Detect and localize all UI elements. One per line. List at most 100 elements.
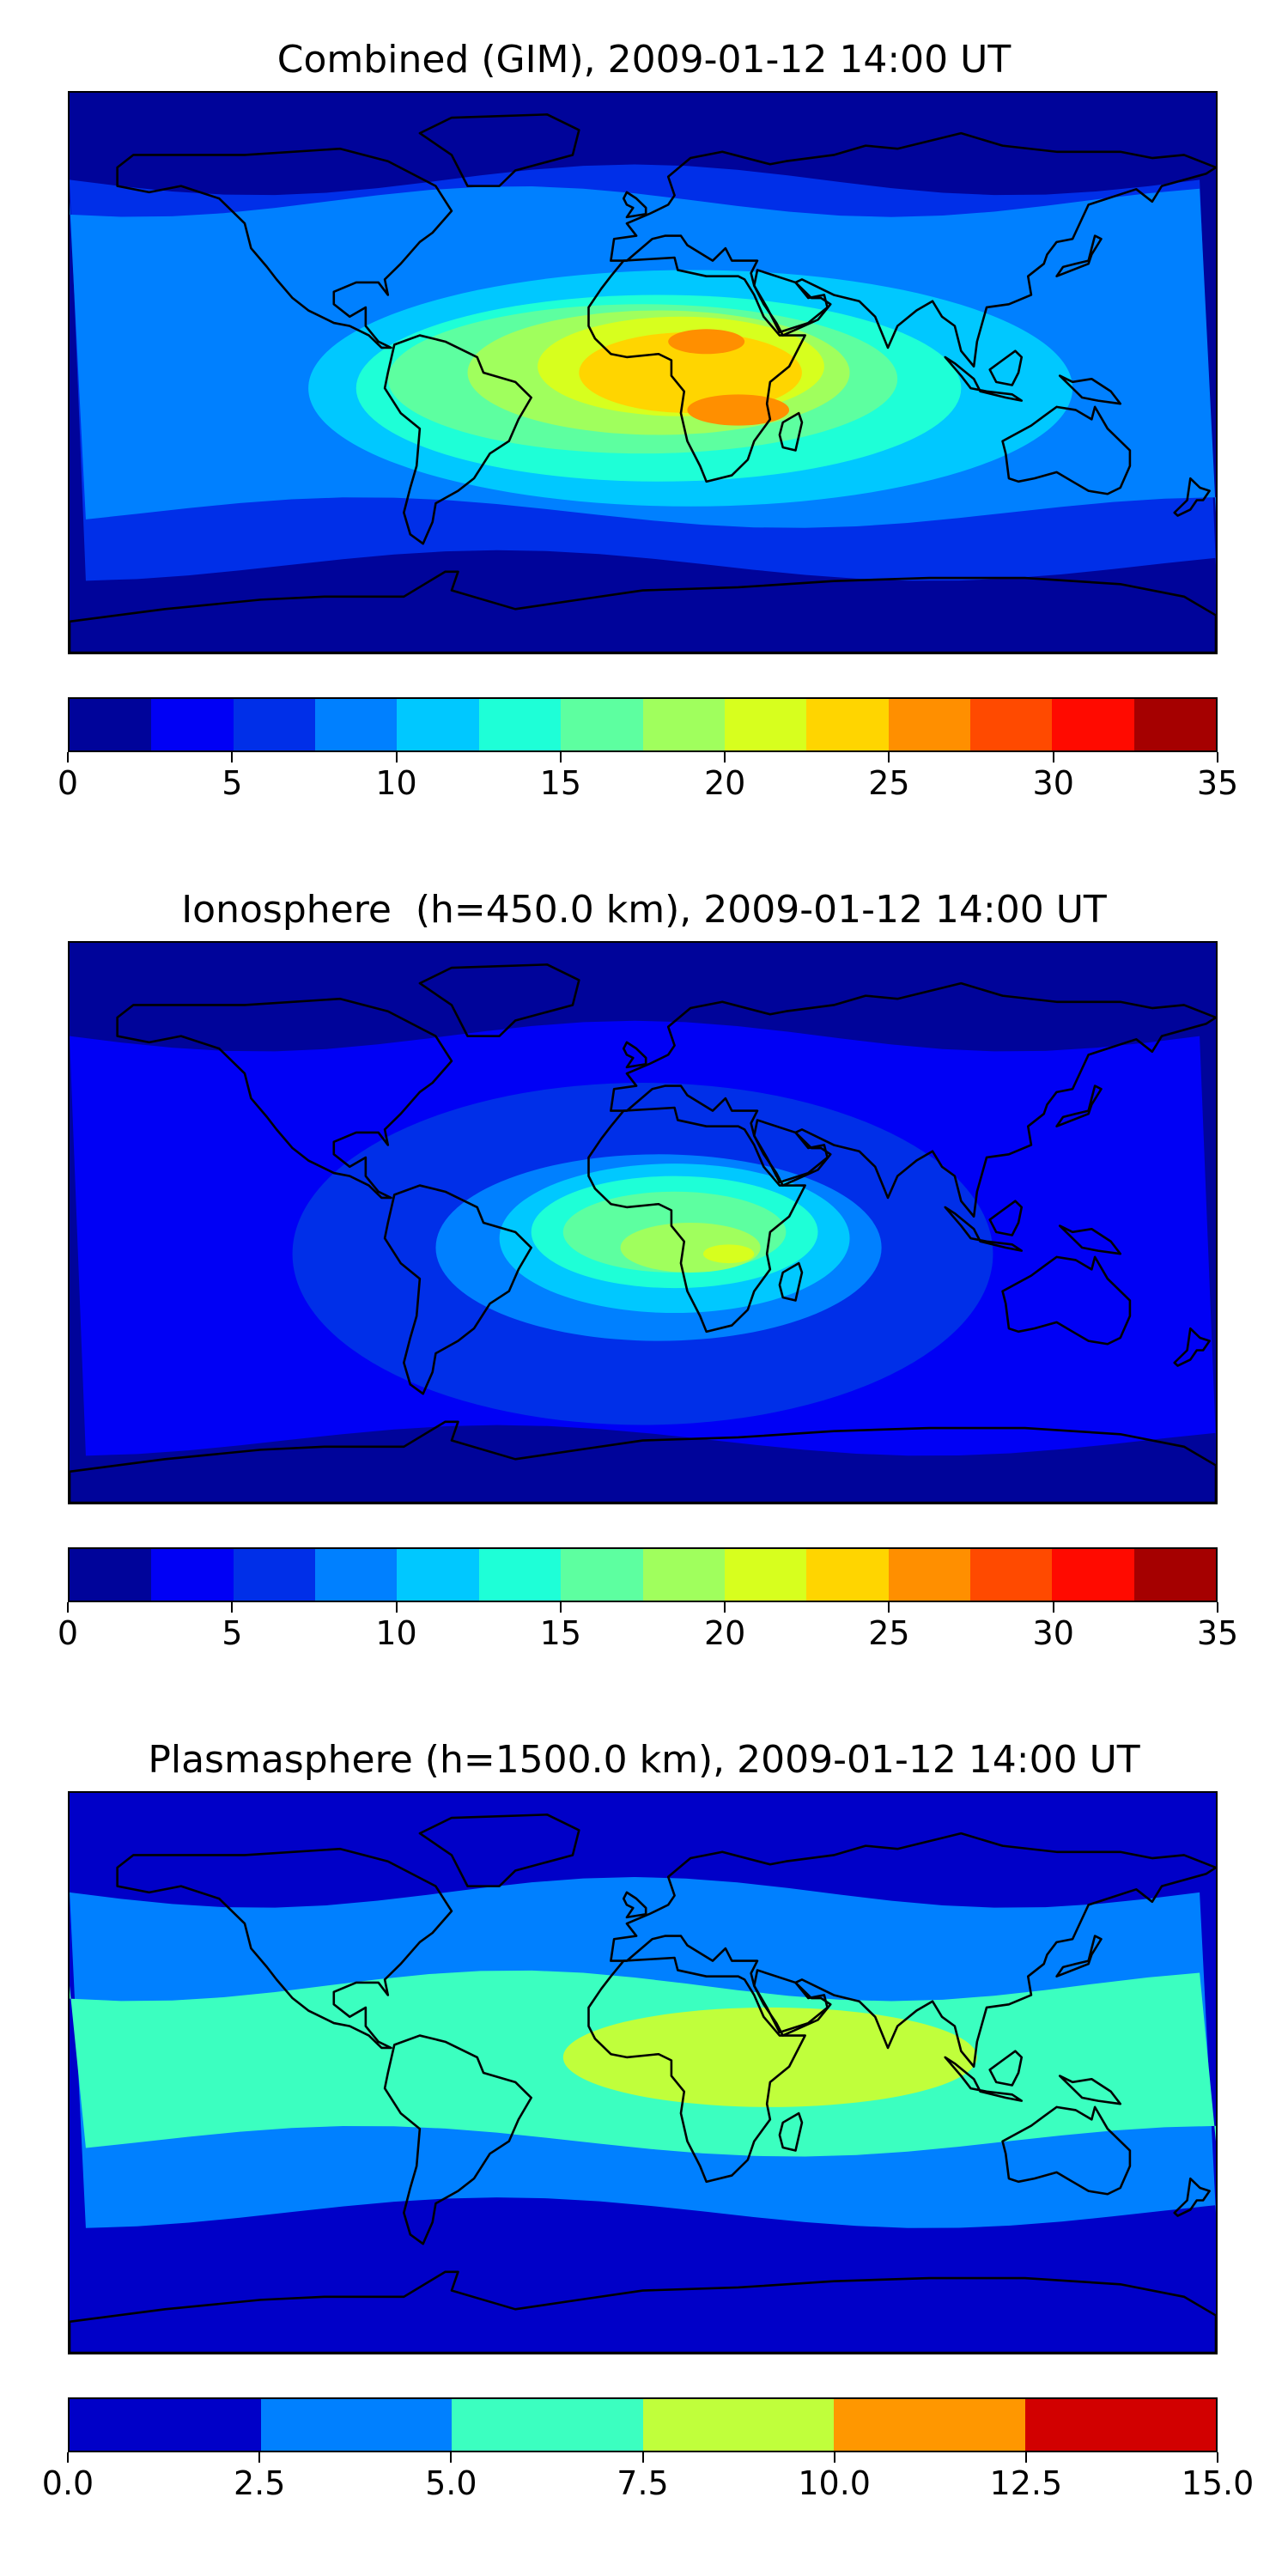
colorbar-tick-label: 7.5	[617, 2464, 669, 2502]
colorbar-segment	[478, 699, 562, 750]
coastline-australia	[1001, 2105, 1132, 2196]
colorbar-tick-mark	[1052, 1602, 1054, 1613]
colorbar-tick-label: 5	[222, 1614, 243, 1652]
coastline-borneo	[988, 2050, 1024, 2087]
colorbar-segment	[724, 699, 807, 750]
colorbar-tick-label: 10	[375, 1614, 417, 1652]
coastline-south-america	[383, 1184, 532, 1395]
coastline-borneo	[988, 1200, 1024, 1236]
colorbar-tick-label: 30	[1032, 764, 1074, 802]
coastline-antarctica	[70, 570, 1216, 653]
colorbar-segment	[642, 1549, 725, 1601]
colorbar-segment	[642, 2399, 834, 2451]
colorbar-segment	[834, 2399, 1025, 2451]
coastline-new-guinea	[1058, 1224, 1122, 1255]
colorbar-segment	[70, 1549, 152, 1601]
colorbar-segment	[806, 1549, 889, 1601]
colorbar-tick-mark	[1024, 2452, 1027, 2463]
colorbar-tick-label: 2.5	[233, 2464, 286, 2502]
coastline-africa	[587, 256, 806, 483]
colorbar-tick-label: 0	[57, 764, 79, 802]
colorbar-tick-mark	[450, 2452, 453, 2463]
colorbar-tick-mark	[559, 1602, 562, 1613]
colorbar-tick-mark	[67, 752, 69, 762]
colorbar-ticks: 0.0 2.5 5.0 7.5 10.0 12.5 15.0	[42, 2452, 1254, 2504]
colorbar-segment	[642, 699, 725, 750]
panel-title: Combined (GIM), 2009-01-12 14:00 UT	[276, 38, 1012, 82]
map-svg	[70, 943, 1216, 1503]
coastline-antarctica	[70, 2270, 1216, 2353]
colorbar-tick-label: 15	[539, 764, 582, 802]
colorbar-ticks: 0 5 10 15 20 25 30 35	[58, 752, 1238, 804]
colorbar-tick-label: 10	[375, 764, 417, 802]
contour-level	[687, 394, 790, 426]
colorbar-segment	[1052, 699, 1134, 750]
coastline-south-america	[383, 334, 532, 545]
colorbar-segment	[1133, 1549, 1216, 1601]
colorbar-tick-label: 0	[57, 1614, 79, 1652]
coastline-new-zealand	[1173, 477, 1211, 517]
colorbar-segment	[452, 2399, 643, 2451]
colorbar-tick-mark	[833, 2452, 835, 2463]
coastline-indonesia	[944, 1206, 1024, 1252]
coastline-north-america	[116, 1847, 453, 2050]
colorbar-segment	[70, 2399, 261, 2451]
colorbar-tick-mark	[724, 1602, 726, 1613]
colorbar-tick-label: 30	[1032, 1614, 1074, 1652]
colorbar-segment	[969, 1549, 1053, 1601]
colorbar-tick-mark	[1052, 752, 1054, 762]
coastline-greenland	[418, 963, 580, 1037]
colorbar-tick-mark	[888, 1602, 890, 1613]
map-plasmasphere	[68, 1791, 1218, 2354]
colorbar-segment	[724, 1549, 807, 1601]
coastline-indonesia	[944, 2056, 1024, 2102]
colorbar-segment	[888, 1549, 970, 1601]
coastline-madagascar	[778, 411, 804, 452]
colorbar-tick-label: 20	[703, 1614, 746, 1652]
colorbar-tick-mark	[67, 2452, 69, 2463]
colorbar-tick-label: 12.5	[989, 2464, 1063, 2502]
coastline-uk	[622, 1891, 647, 1919]
coastline-japan	[1055, 234, 1103, 277]
colorbar-tick-mark	[231, 1602, 234, 1613]
coastline-uk	[622, 191, 647, 219]
coastline-africa	[587, 1106, 806, 1334]
colorbar-tick-mark	[1217, 1602, 1218, 1613]
colorbar-segment	[969, 699, 1053, 750]
colorbar-tick-label: 35	[1196, 764, 1239, 802]
coastline-new-zealand	[1173, 1327, 1211, 1367]
panel-title: Plasmasphere (h=1500.0 km), 2009-01-12 1…	[148, 1738, 1140, 1782]
colorbar-tick-label: 35	[1196, 1614, 1239, 1652]
colorbar-segment	[806, 699, 889, 750]
colorbar-tick-label: 25	[868, 1614, 910, 1652]
colorbar-tick-mark	[559, 752, 562, 762]
colorbar-segment	[478, 1549, 562, 1601]
colorbar-segment	[1133, 699, 1216, 750]
colorbar-segment	[315, 699, 398, 750]
map-ionosphere	[68, 941, 1218, 1504]
panel-title: Ionosphere (h=450.0 km), 2009-01-12 14:0…	[181, 888, 1107, 932]
colorbar-tick-mark	[231, 752, 234, 762]
coastline-greenland	[418, 1814, 580, 1887]
contour-level	[562, 2007, 977, 2107]
contour-level	[579, 331, 802, 414]
coastline-antarctica	[70, 1420, 1216, 1503]
colorbar-segment	[70, 699, 152, 750]
coastline-madagascar	[778, 2111, 804, 2152]
colorbar-segment	[151, 1549, 234, 1601]
coastline-japan	[1055, 1935, 1103, 1978]
colorbar-combined	[68, 697, 1218, 752]
colorbar-tick-mark	[641, 2452, 644, 2463]
colorbar-tick-label: 15	[539, 1614, 582, 1652]
coastline-arabia	[753, 1969, 829, 2034]
colorbar-segment	[233, 1549, 316, 1601]
colorbar-tick-label: 15.0	[1181, 2464, 1255, 2502]
coastline-south-america	[383, 2034, 532, 2245]
colorbar-segment	[315, 1549, 398, 1601]
colorbar-segment	[561, 1549, 643, 1601]
coastline-australia	[1001, 1255, 1132, 1346]
colorbar-tick-mark	[1217, 2452, 1218, 2463]
colorbar-tick-label: 5.0	[425, 2464, 477, 2502]
coastline-arabia	[753, 1119, 829, 1184]
colorbar-segment	[260, 2399, 452, 2451]
